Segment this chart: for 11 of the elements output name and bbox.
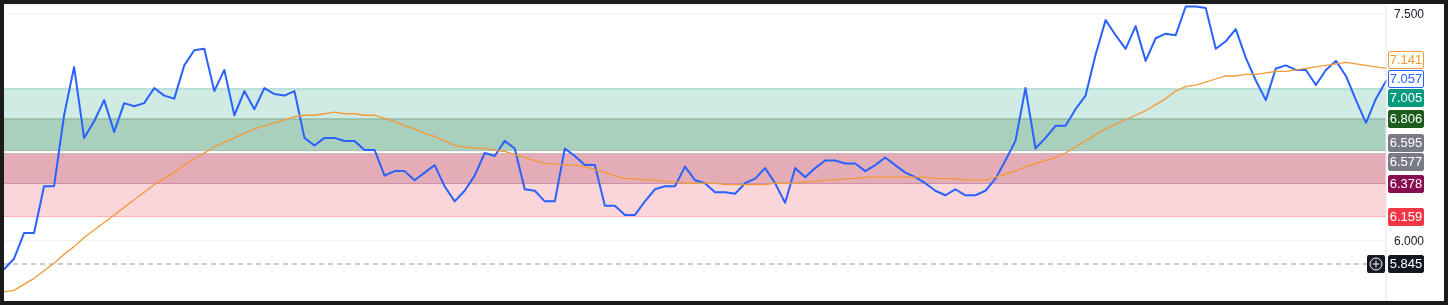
ref-line-label: 6.577 xyxy=(1388,152,1424,171)
ref-line-label: 6.595 xyxy=(1388,133,1424,152)
ref-line-label: 6.378 xyxy=(1388,174,1424,193)
ref-line-label: 6.159 xyxy=(1388,207,1424,226)
data-label: 7.141 xyxy=(1388,51,1424,70)
ref-line-label: 7.005 xyxy=(1388,89,1424,108)
y-tick-label: 7.500 xyxy=(1394,7,1425,22)
data-label: 7.057 xyxy=(1388,70,1424,89)
ref-line-label: 6.806 xyxy=(1388,109,1424,128)
ref-line-label: 5.845 xyxy=(1388,255,1424,273)
y-tick-label: 6.000 xyxy=(1394,233,1425,248)
